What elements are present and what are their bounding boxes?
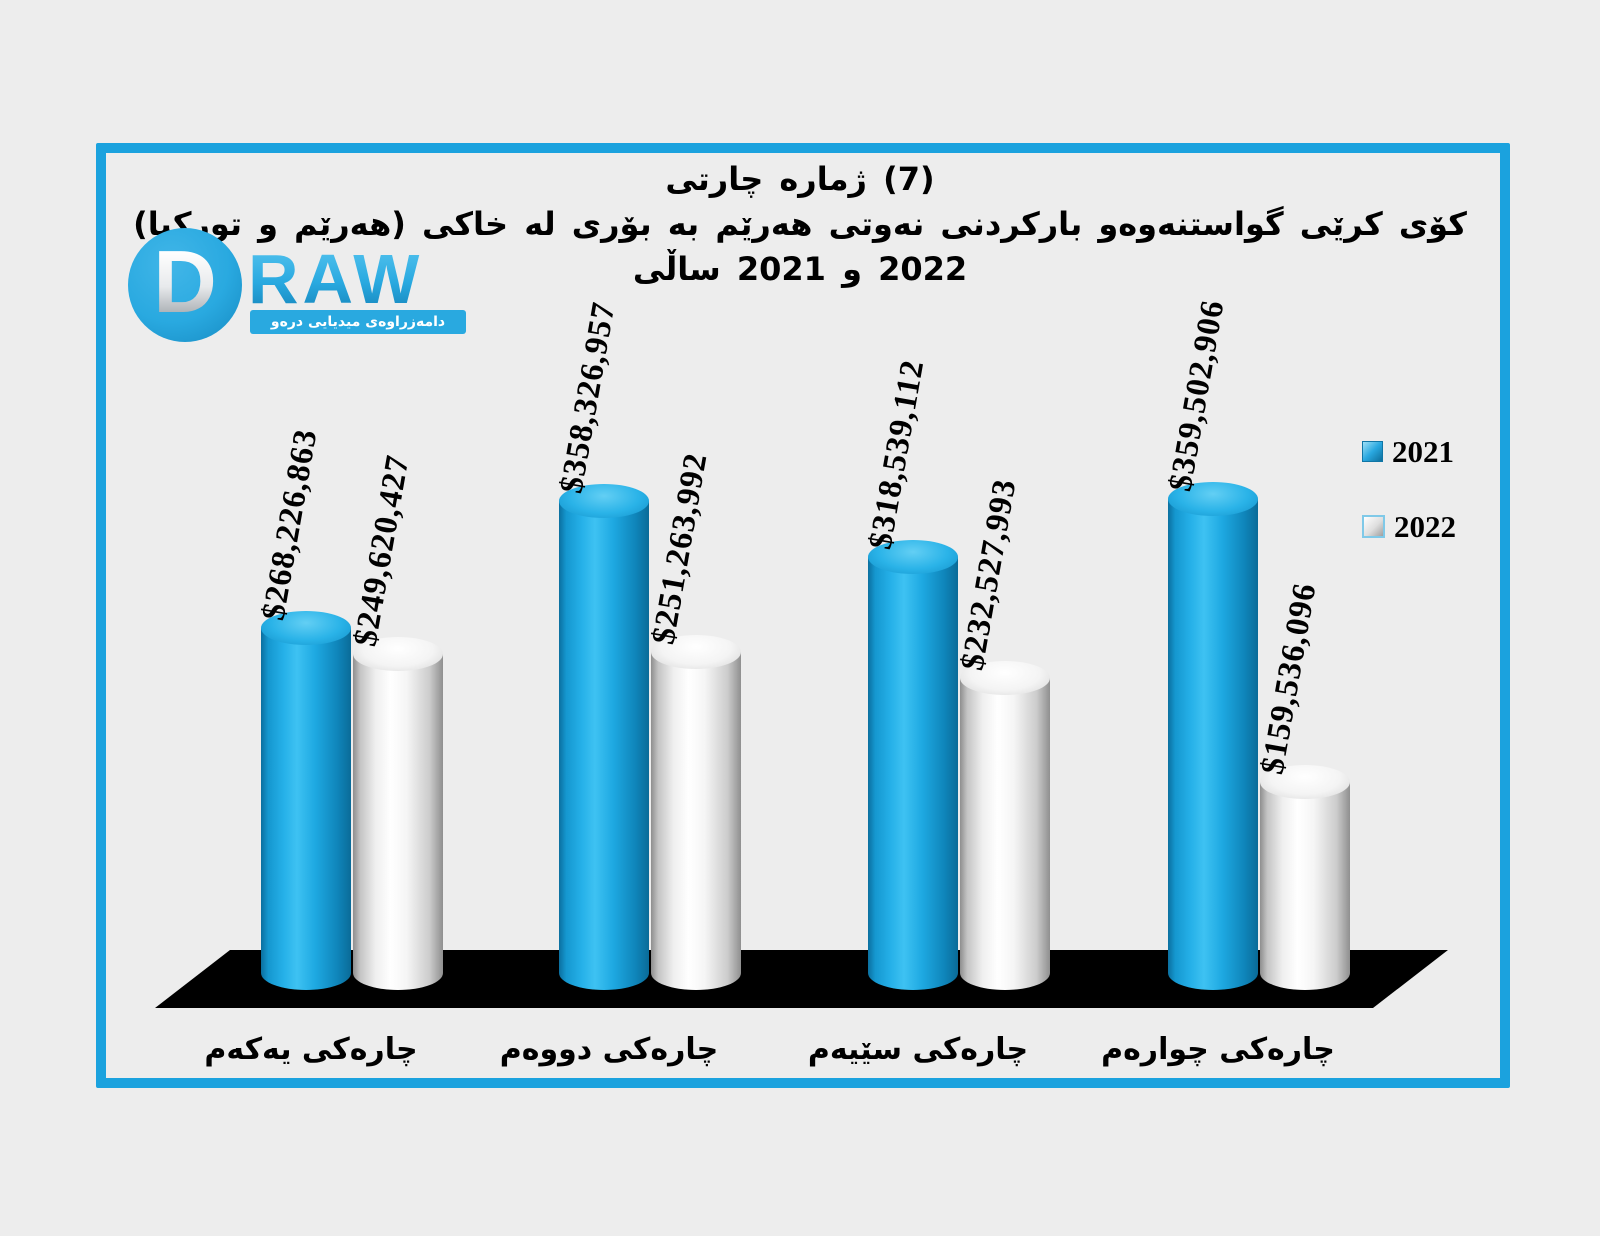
bar-side [559, 501, 649, 990]
bar-2021-q4 [1168, 482, 1258, 990]
bar-top-cap [651, 635, 741, 669]
bar-2022-q1 [353, 637, 443, 990]
legend-item-2021: 2021 [1362, 436, 1454, 467]
bar-side [353, 654, 443, 990]
bar-2021-q2 [559, 484, 649, 990]
bar-2022-q2 [651, 635, 741, 990]
legend-item-2022: 2022 [1362, 511, 1456, 542]
category-label-q3: چارەکی سێیەم [807, 1032, 1029, 1067]
bar-side [261, 628, 351, 990]
legend-label-2021: 2021 [1392, 434, 1454, 469]
chart-title-line1: چارتی ژماره (7) [665, 160, 935, 198]
bar-top-cap [1168, 482, 1258, 516]
chart-title-line2: کۆی کرێی گواستنەوەو بارکردنی نەوتی هەرێم… [133, 205, 1467, 243]
logo-circle-icon: D [128, 228, 242, 342]
logo-monogram: D [153, 232, 217, 331]
bar-2021-q3 [868, 540, 958, 990]
bar-top-cap [559, 484, 649, 518]
chart-title-line3: ساڵی 2021 و 2022 [632, 250, 968, 288]
legend-label-2022: 2022 [1394, 509, 1456, 544]
category-label-q1: چارەکی یەکەم [204, 1032, 418, 1067]
bar-top-cap [353, 637, 443, 671]
bar-2021-q1 [261, 611, 351, 990]
bar-2022-q3 [960, 661, 1050, 990]
bar-side [651, 652, 741, 990]
bar-top-cap [960, 661, 1050, 695]
chart-title: چارتی ژماره (7) کۆی کرێی گواستنەوەو بارک… [100, 157, 1500, 292]
chart-frame-border [96, 143, 1510, 1088]
bar-side [1260, 782, 1350, 990]
bar-top-cap [868, 540, 958, 574]
legend-swatch-2021-icon [1362, 441, 1383, 462]
logo-wordmark: RAW [248, 240, 424, 318]
category-label-q2: چارەکی دووەم [499, 1032, 719, 1067]
draw-media-logo: D RAW دامەزراوەی میدیایی درەو [120, 218, 500, 368]
legend-swatch-2022-icon [1362, 515, 1385, 538]
bar-side [960, 678, 1050, 990]
category-label-q4: چارەکی چوارەم [1101, 1032, 1335, 1067]
bar-side [868, 557, 958, 990]
bar-side [1168, 499, 1258, 990]
bar-top-cap [1260, 765, 1350, 799]
bar-top-cap [261, 611, 351, 645]
bar-2022-q4 [1260, 765, 1350, 990]
logo-tagline: دامەزراوەی میدیایی درەو [250, 310, 466, 334]
